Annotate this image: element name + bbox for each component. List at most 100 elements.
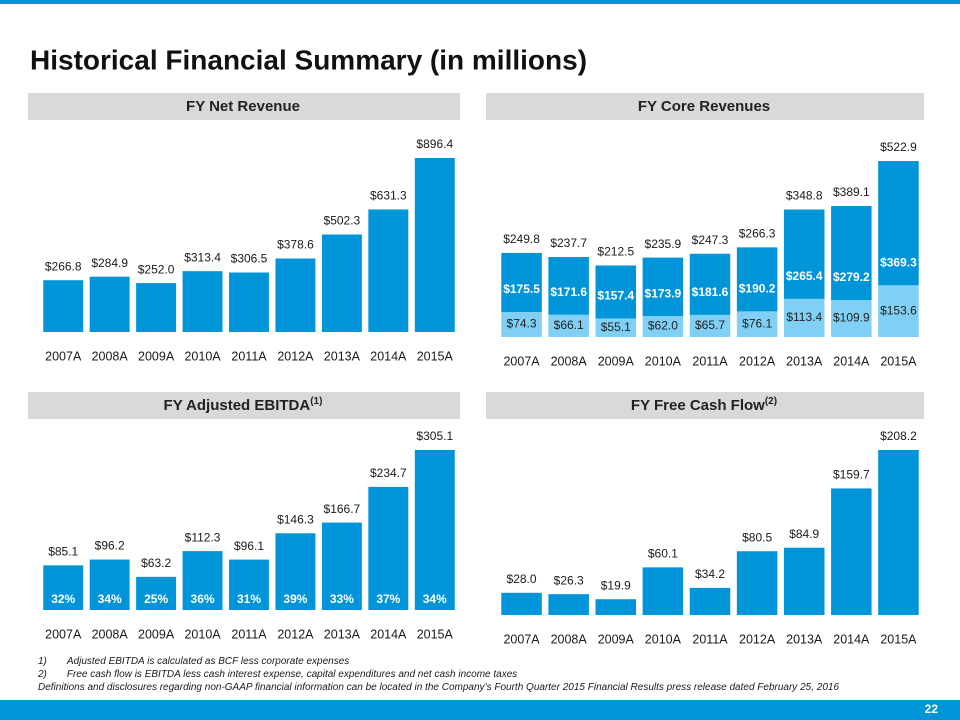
segment-label: $190.2 bbox=[739, 282, 776, 296]
chart-title-text: FY Free Cash Flow bbox=[631, 397, 765, 414]
bar bbox=[136, 576, 177, 610]
value-label: $96.2 bbox=[95, 539, 125, 553]
segment-label: $369.3 bbox=[880, 255, 917, 269]
bar bbox=[368, 209, 409, 332]
value-label: $266.8 bbox=[45, 259, 82, 273]
footnote: Definitions and disclosures regarding no… bbox=[38, 682, 839, 693]
value-label: $84.9 bbox=[789, 527, 819, 541]
bar bbox=[275, 533, 316, 610]
segment-label: $265.4 bbox=[786, 269, 823, 283]
bar-segment bbox=[783, 298, 825, 337]
chart-title-note: (1) bbox=[310, 396, 322, 407]
panel-header bbox=[486, 392, 924, 419]
inner-label: 33% bbox=[330, 592, 354, 606]
x-tick-label: 2014A bbox=[833, 632, 870, 646]
x-tick-label: 2011A bbox=[231, 627, 267, 641]
chart-title-note: (2) bbox=[765, 396, 777, 407]
value-label: $166.7 bbox=[324, 502, 361, 516]
bar bbox=[548, 594, 589, 615]
x-tick-label: 2007A bbox=[45, 627, 82, 641]
bar-segment bbox=[595, 318, 637, 337]
bar bbox=[321, 522, 362, 610]
slide-title: Historical Financial Summary (in million… bbox=[30, 44, 587, 75]
value-label: $28.0 bbox=[507, 572, 537, 586]
segment-label: $66.1 bbox=[554, 318, 584, 332]
footnote: 2) Free cash flow is EBITDA less cash in… bbox=[37, 669, 517, 680]
inner-label: 25% bbox=[144, 592, 168, 606]
value-label: $502.3 bbox=[324, 214, 361, 228]
bar bbox=[89, 559, 130, 610]
bar bbox=[501, 592, 542, 615]
x-tick-label: 2012A bbox=[739, 632, 776, 646]
panel-header bbox=[28, 392, 460, 419]
segment-label: $55.1 bbox=[601, 320, 631, 334]
inner-label: 31% bbox=[237, 592, 261, 606]
x-tick-label: 2011A bbox=[692, 354, 728, 368]
bar bbox=[689, 587, 731, 615]
segment-label: $181.6 bbox=[692, 285, 729, 299]
bar-segment bbox=[783, 209, 825, 299]
bar-segment bbox=[689, 253, 731, 315]
x-tick-label: 2012A bbox=[277, 349, 314, 363]
bar-segment bbox=[501, 252, 542, 312]
x-tick-label: 2015A bbox=[880, 354, 917, 368]
bar-segment bbox=[878, 161, 919, 286]
chart-title: FY Net Revenue bbox=[186, 98, 300, 115]
value-label: $305.1 bbox=[416, 429, 453, 443]
chart-title-text: FY Core Revenues bbox=[638, 98, 770, 115]
x-tick-label: 2008A bbox=[551, 354, 588, 368]
segment-label: $76.1 bbox=[742, 316, 772, 330]
segment-label: $62.0 bbox=[648, 319, 678, 333]
value-label: $34.2 bbox=[695, 567, 725, 581]
bar-segment bbox=[548, 256, 589, 315]
total-label: $247.3 bbox=[692, 233, 729, 247]
bar bbox=[229, 272, 269, 332]
value-label: $80.5 bbox=[742, 530, 772, 544]
bar bbox=[275, 258, 316, 332]
total-label: $249.8 bbox=[503, 232, 540, 246]
segment-label: $109.9 bbox=[833, 311, 870, 325]
x-tick-label: 2009A bbox=[598, 354, 635, 368]
bar-segment bbox=[595, 265, 637, 319]
value-label: $112.3 bbox=[185, 530, 221, 544]
total-label: $235.9 bbox=[645, 237, 682, 251]
x-tick-label: 2014A bbox=[370, 627, 407, 641]
bar bbox=[89, 276, 130, 332]
bar bbox=[43, 565, 84, 610]
x-tick-label: 2013A bbox=[786, 354, 823, 368]
bar-segment bbox=[501, 311, 542, 337]
chart-title: FY Free Cash Flow(2) bbox=[631, 396, 777, 414]
value-label: $631.3 bbox=[370, 189, 407, 203]
segment-label: $65.7 bbox=[695, 318, 725, 332]
value-label: $26.3 bbox=[554, 573, 584, 587]
inner-label: 39% bbox=[283, 592, 307, 606]
value-label: $313.4 bbox=[184, 250, 221, 264]
x-tick-label: 2009A bbox=[598, 632, 635, 646]
x-tick-label: 2015A bbox=[880, 632, 917, 646]
bar bbox=[736, 551, 778, 615]
segment-label: $279.2 bbox=[833, 270, 870, 284]
value-label: $85.1 bbox=[48, 545, 78, 559]
segment-label: $173.9 bbox=[645, 286, 682, 300]
x-tick-label: 2007A bbox=[45, 349, 82, 363]
bar bbox=[368, 486, 409, 610]
x-tick-label: 2015A bbox=[417, 349, 454, 363]
footer-bar bbox=[0, 700, 960, 720]
bar-segment bbox=[831, 206, 872, 301]
footnote: 1) Adjusted EBITDA is calculated as BCF … bbox=[38, 656, 349, 667]
x-tick-label: 2011A bbox=[692, 632, 728, 646]
bar bbox=[642, 567, 684, 615]
segment-label: $113.4 bbox=[786, 310, 822, 324]
value-label: $63.2 bbox=[141, 556, 171, 570]
bar bbox=[43, 280, 84, 332]
bar-segment bbox=[689, 314, 731, 337]
total-label: $237.7 bbox=[550, 236, 587, 250]
x-tick-label: 2013A bbox=[324, 349, 361, 363]
bar bbox=[783, 547, 825, 615]
x-tick-label: 2014A bbox=[370, 349, 407, 363]
chart-title-text: FY Adjusted EBITDA bbox=[164, 397, 311, 414]
value-label: $208.2 bbox=[880, 429, 917, 443]
bar-segment bbox=[548, 314, 589, 337]
bar bbox=[182, 551, 223, 610]
